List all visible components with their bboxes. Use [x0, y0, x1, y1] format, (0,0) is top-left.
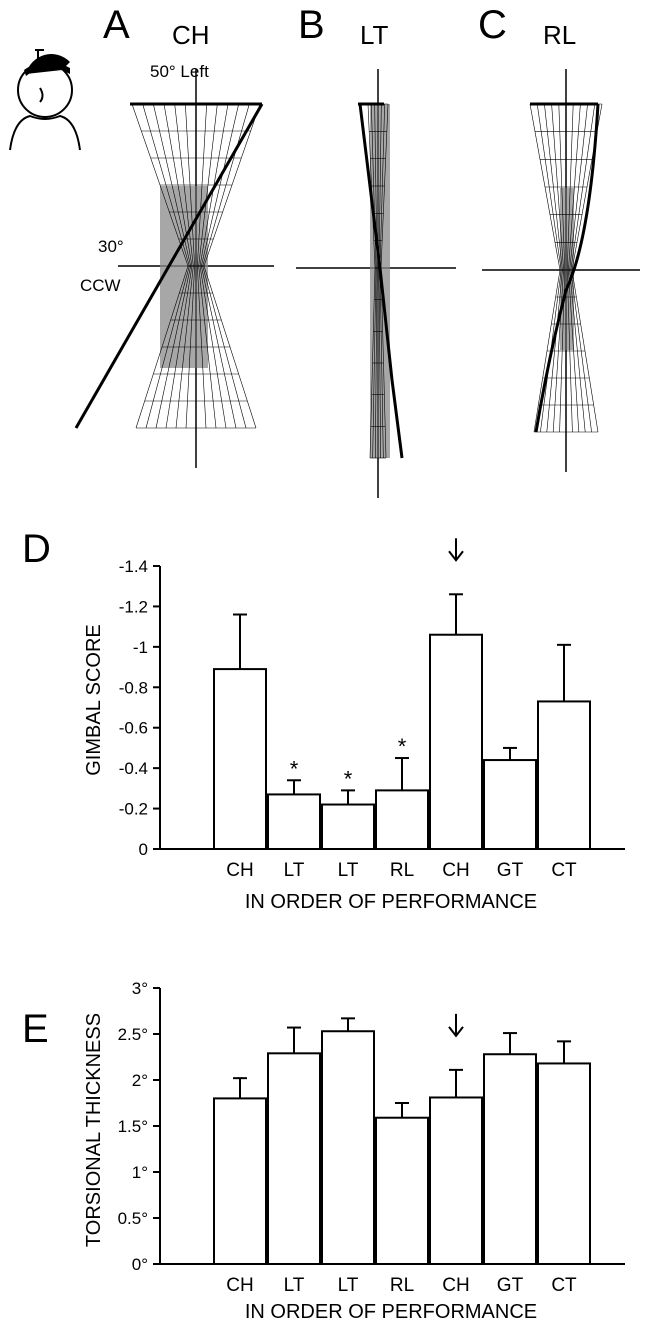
panel-b-letter: B — [298, 3, 325, 47]
panel-c-condition: RL — [543, 20, 576, 50]
panel-e-y-tick-label: 1.5° — [118, 1117, 148, 1136]
panel-b-condition: LT — [360, 20, 389, 50]
panel-d-category-label: RL — [390, 860, 414, 881]
panel-d-letter: D — [22, 527, 51, 571]
panel-e-letter: E — [22, 1007, 49, 1051]
panel-d-bar — [321, 803, 375, 850]
panel-e-bar — [483, 1053, 537, 1265]
panel-e-category-label: LT — [284, 1275, 305, 1296]
panel-d-category-label: CH — [442, 860, 469, 881]
panel-c-letter: C — [478, 3, 507, 47]
torsion-pattern-a — [74, 69, 274, 468]
panel-d-bar — [537, 700, 591, 851]
panel-d-plot: 0 -0.2 -0.4 -0.6 -0.8 -1 -1.2 -1.4 CH * LT * LT * RL CH… — [119, 538, 625, 881]
panel-e-bar — [267, 1052, 321, 1265]
panel-d-bar — [267, 793, 321, 851]
panel-d-y-tick-label: 0 — [139, 840, 148, 859]
panel-d-y-tick-label: -0.8 — [119, 678, 148, 697]
angle-label-left: 30° — [98, 237, 124, 256]
panel-e-y-tick-label: 2° — [132, 1071, 148, 1090]
panel-d-y-tick-label: -0.4 — [119, 759, 148, 778]
heavy-diagonal-line — [74, 103, 264, 429]
panel-e-y-tick-label: 3° — [132, 979, 148, 998]
panel-e-x-axis-title: IN ORDER OF PERFORMANCE — [245, 1301, 537, 1323]
panel-e-y-tick-label: 0.5° — [118, 1209, 148, 1228]
panel-d-y-tick-label: -1.2 — [119, 597, 148, 616]
panel-e-y-tick-label: 0° — [132, 1255, 148, 1274]
panel-d-significance-marker: * — [344, 766, 353, 791]
panel-e-category-label: CH — [226, 1275, 253, 1296]
panel-e-bar — [537, 1062, 591, 1265]
panel-d-category-label: GT — [497, 860, 524, 881]
panel-e-bar — [375, 1116, 429, 1265]
panel-e-category-label: RL — [390, 1275, 414, 1296]
panel-e-y-tick-label: 1° — [132, 1163, 148, 1182]
head-hair-icon — [24, 61, 70, 76]
panel-e-category-label: LT — [338, 1275, 359, 1296]
panel-e-category-label: GT — [497, 1275, 524, 1296]
arrow-head-icon — [448, 550, 464, 562]
panel-d-bar — [483, 759, 537, 850]
panel-e-category-label: CH — [442, 1275, 469, 1296]
panel-d-y-axis-title: GIMBAL SCORE — [83, 624, 105, 776]
arrow-head-icon — [448, 1026, 464, 1038]
panel-d-category-label: CT — [551, 860, 577, 881]
panel-d-significance-marker: * — [290, 756, 299, 781]
panel-e-category-label: CT — [551, 1275, 577, 1296]
panel-e-bar — [213, 1097, 267, 1266]
panel-e-y-axis-title: TORSIONAL THICKNESS — [83, 1013, 105, 1247]
panel-d-category-label: CH — [226, 860, 253, 881]
panel-e: E TORSIONAL THICKNESS IN ORDER OF PERFOR… — [22, 979, 625, 1323]
panel-d-x-axis-title: IN ORDER OF PERFORMANCE — [245, 891, 537, 913]
panel-d-bar — [213, 668, 267, 850]
torsion-pattern-b — [296, 69, 456, 498]
panel-d-category-label: LT — [284, 860, 305, 881]
panel-a-condition: CH — [172, 20, 210, 50]
torso-icon — [9, 114, 81, 151]
panel-d-y-tick-label: -1 — [133, 638, 148, 657]
torsion-pattern-c — [482, 69, 640, 472]
angle-label-top: 50° Left — [150, 62, 209, 81]
panel-e-bar — [429, 1096, 483, 1265]
direction-label-ccw: CCW — [80, 276, 121, 295]
panel-b: B LT — [296, 3, 456, 498]
panel-d-category-label: LT — [338, 860, 359, 881]
panel-d-significance-marker: * — [398, 734, 407, 759]
panel-a-letter: A — [103, 3, 130, 47]
panel-e-y-tick-label: 2.5° — [118, 1025, 148, 1044]
heavy-curve-line — [534, 103, 600, 433]
panel-d-y-tick-label: -1.4 — [119, 557, 148, 576]
panel-a: A CH 50° Left 30° CCW — [74, 3, 274, 468]
head-icon — [9, 49, 81, 151]
panel-d-bar — [375, 789, 429, 851]
panel-d-y-tick-label: -0.2 — [119, 800, 148, 819]
panel-c: C RL — [478, 3, 640, 472]
heavy-curve-line — [358, 103, 404, 459]
panel-d-bar — [429, 633, 483, 850]
panel-d-y-tick-label: -0.6 — [119, 719, 148, 738]
panel-e-plot: 0° 0.5° 1° 1.5° 2° 2.5° 3° CH LT LT RL CH GT CT — [118, 979, 625, 1296]
panel-d: D GIMBAL SCORE IN ORDER OF PERFORMANCE 0… — [22, 527, 625, 913]
panel-e-bar — [321, 1030, 375, 1265]
